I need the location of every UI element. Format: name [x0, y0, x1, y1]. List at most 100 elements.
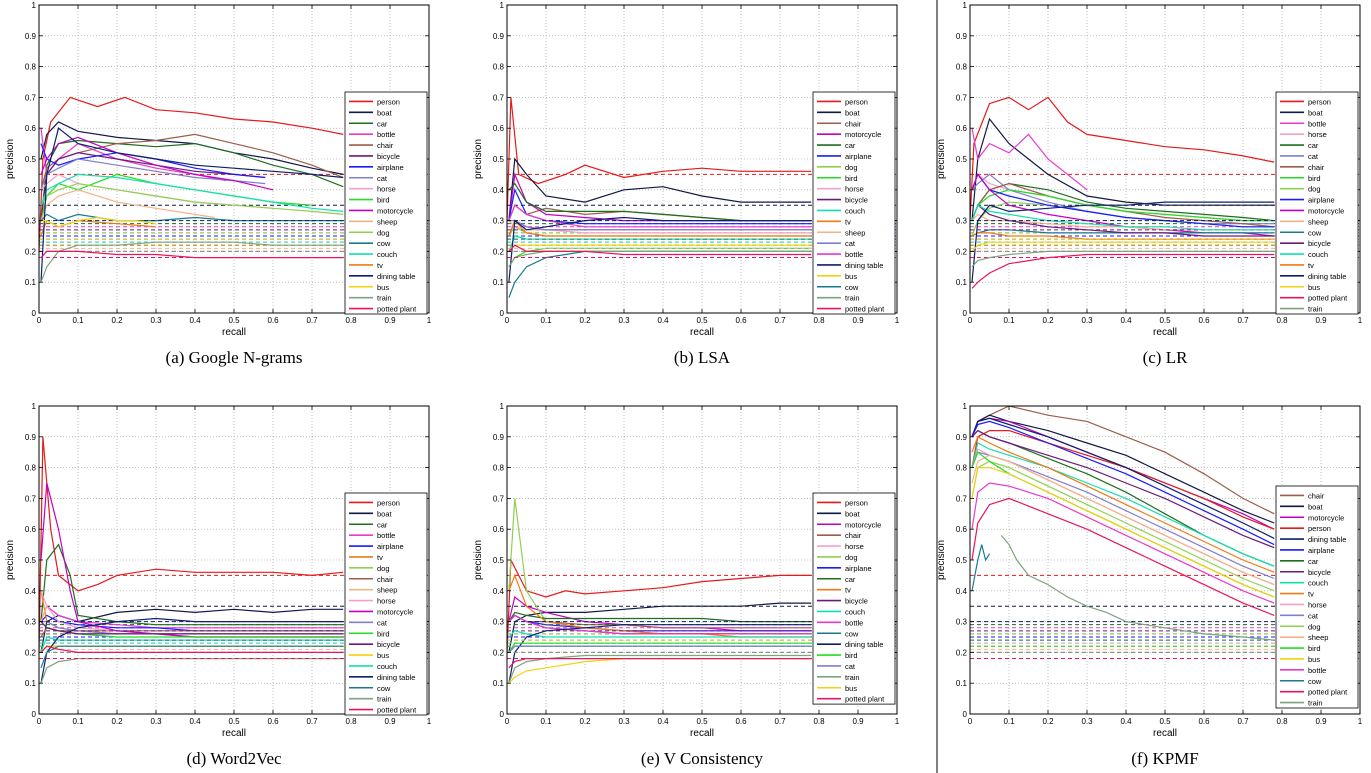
legend-label-sheep: sheep	[845, 228, 865, 237]
x-tick-label: 0.3	[618, 717, 630, 726]
legend-label-horse: horse	[845, 542, 864, 551]
y-tick-label: 0.3	[956, 618, 968, 627]
y-tick-label: 0.3	[493, 618, 505, 627]
y-tick-label: 0.1	[25, 679, 37, 688]
y-tick-label: 0.2	[493, 648, 505, 657]
series-line-cat	[40, 158, 266, 191]
legend-label-horse: horse	[845, 185, 864, 194]
x-tick-label: 0.8	[813, 316, 825, 325]
x-tick-label: 0.4	[657, 717, 669, 726]
legend-label-person: person	[377, 97, 400, 106]
y-tick-label: 0.7	[493, 93, 505, 102]
y-tick-label: 0.5	[25, 155, 37, 164]
legend-label-couch: couch	[377, 250, 397, 259]
x-tick-label: 0.6	[267, 316, 279, 325]
legend-label-car: car	[377, 520, 388, 529]
legend-label-cat: cat	[377, 174, 388, 183]
x-tick-label: 0.3	[1081, 717, 1093, 726]
legend-label-chair: chair	[1308, 491, 1325, 500]
y-tick-label: 0.1	[25, 278, 37, 287]
legend-label-bottle: bottle	[1308, 666, 1326, 675]
chart-caption: (c) LR	[1143, 348, 1189, 367]
y-tick-label: 0.5	[956, 556, 968, 565]
legend-label-chair: chair	[377, 141, 394, 150]
y-tick-label: 0.9	[956, 32, 968, 41]
y-tick-label: 0.4	[493, 186, 505, 195]
x-tick-label: 0.5	[228, 316, 240, 325]
legend: person boat car bottle chair bicycle airplane c…	[344, 91, 428, 315]
legend-label-bird: bird	[1308, 174, 1321, 183]
y-tick-label: 0	[32, 309, 37, 318]
y-axis-label: precision	[5, 540, 16, 580]
y-tick-label: 0.8	[956, 464, 968, 473]
series-line-couch	[971, 204, 1275, 231]
chart-c: 0 0.1 0.2 0.3 0.4 0.5 0.6 0.7 0.8 0.9 1 0 0.1 0.2 0.3 0…	[936, 1, 1363, 367]
legend-label-couch: couch	[377, 662, 397, 671]
legend-label-cow: cow	[377, 239, 391, 248]
x-tick-label: 0.4	[1120, 316, 1132, 325]
legend-label-airplane: airplane	[845, 152, 872, 161]
series-line-sheep	[40, 189, 215, 221]
x-tick-label: 0.9	[384, 316, 396, 325]
x-tick-label: 1	[895, 717, 900, 726]
y-tick-label: 0	[963, 309, 968, 318]
legend-label-bicycle: bicycle	[845, 597, 868, 606]
legend: chair boat motorcycle person dining table air…	[1275, 485, 1359, 709]
x-tick-label: 1	[895, 316, 900, 325]
y-tick-label: 0.1	[493, 278, 505, 287]
legend-label-train: train	[377, 695, 392, 704]
series-line-boat	[508, 602, 812, 653]
y-tick-label: 0.3	[493, 217, 505, 226]
series-line-boat	[971, 117, 1275, 221]
series-line-dining-table	[971, 417, 1275, 539]
series-line-airplane	[971, 420, 1275, 546]
y-tick-label: 0.6	[493, 525, 505, 534]
series-line-bus	[41, 216, 157, 228]
x-tick-label: 0.8	[1276, 717, 1288, 726]
legend-label-potted-plant: potted plant	[845, 305, 885, 314]
y-tick-label: 0.1	[956, 679, 968, 688]
legend-label-boat: boat	[845, 108, 861, 117]
legend-label-dining-table: dining table	[1308, 535, 1346, 544]
legend-label-tv: tv	[1308, 261, 1314, 270]
x-tick-label: 0.9	[852, 316, 864, 325]
chart-d: 0 0.1 0.2 0.3 0.4 0.5 0.6 0.7 0.8 0.9 1 0 0.1 0.2 0.3 0…	[5, 402, 432, 768]
legend: person boat bottle horse car cat chair bird dog a…	[1275, 91, 1359, 315]
y-tick-label: 0.8	[25, 464, 37, 473]
x-tick-label: 0.8	[345, 316, 357, 325]
x-tick-label: 0.5	[696, 717, 708, 726]
legend-label-bottle: bottle	[1308, 119, 1326, 128]
x-tick-label: 0.4	[1120, 717, 1132, 726]
series-line-bottle	[971, 482, 1275, 604]
series-line-cat	[971, 451, 1275, 580]
x-tick-label: 0.7	[1237, 316, 1249, 325]
legend-label-car: car	[377, 119, 388, 128]
y-tick-label: 0.7	[493, 494, 505, 503]
legend-label-couch: couch	[1308, 579, 1328, 588]
y-tick-label: 0.4	[956, 186, 968, 195]
series-line-train	[508, 250, 812, 268]
y-tick-label: 0.6	[956, 124, 968, 133]
legend-label-boat: boat	[377, 509, 393, 518]
x-tick-label: 0.8	[1276, 316, 1288, 325]
legend-label-motorcycle: motorcycle	[377, 607, 413, 616]
y-tick-label: 0.4	[956, 587, 968, 596]
legend-label-airplane: airplane	[377, 163, 404, 172]
y-tick-label: 1	[500, 402, 505, 411]
chart-caption: (e) V Consistency	[641, 749, 764, 768]
legend-label-bird: bird	[845, 651, 858, 660]
x-tick-label: 0.3	[150, 316, 162, 325]
legend-label-bicycle: bicycle	[845, 196, 868, 205]
x-tick-label: 0.5	[696, 316, 708, 325]
series-line-bus	[971, 241, 1275, 252]
x-tick-label: 0	[505, 717, 510, 726]
chart-caption: (b) LSA	[674, 348, 731, 367]
legend-label-potted-plant: potted plant	[377, 706, 417, 715]
y-tick-label: 0.3	[25, 618, 37, 627]
legend-label-boat: boat	[1308, 502, 1324, 511]
legend-label-bird: bird	[377, 196, 390, 205]
x-tick-label: 0.5	[1159, 717, 1171, 726]
legend-label-dining-table: dining table	[845, 261, 883, 270]
legend-label-horse: horse	[1308, 130, 1327, 139]
series-line-chair	[40, 133, 344, 190]
